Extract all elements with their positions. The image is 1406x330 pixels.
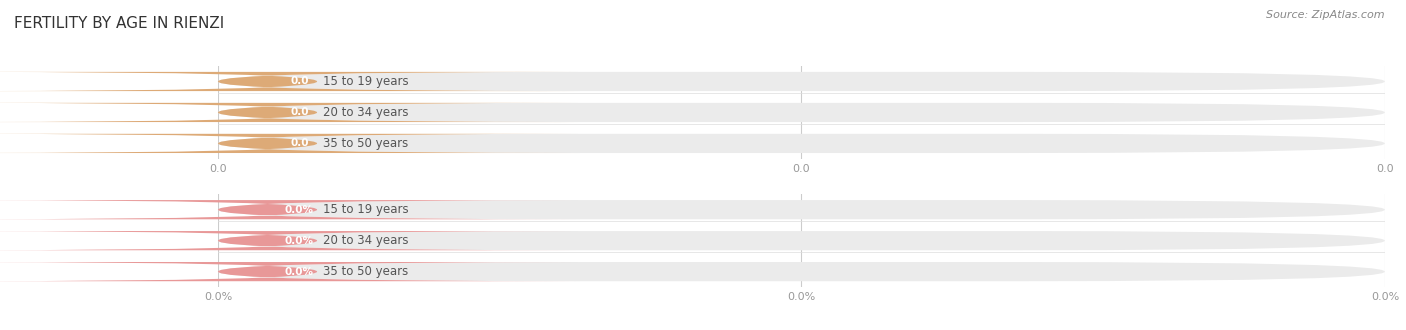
- Text: 15 to 19 years: 15 to 19 years: [323, 203, 409, 216]
- Text: 15 to 19 years: 15 to 19 years: [323, 75, 409, 88]
- FancyBboxPatch shape: [218, 103, 1385, 122]
- Text: FERTILITY BY AGE IN RIENZI: FERTILITY BY AGE IN RIENZI: [14, 16, 225, 31]
- FancyBboxPatch shape: [0, 134, 579, 153]
- FancyBboxPatch shape: [0, 262, 579, 281]
- FancyBboxPatch shape: [218, 262, 1385, 281]
- FancyBboxPatch shape: [218, 231, 1385, 250]
- FancyBboxPatch shape: [0, 72, 579, 91]
- FancyBboxPatch shape: [0, 200, 579, 219]
- FancyBboxPatch shape: [218, 72, 1385, 91]
- Text: Source: ZipAtlas.com: Source: ZipAtlas.com: [1267, 10, 1385, 20]
- Text: 35 to 50 years: 35 to 50 years: [323, 137, 408, 150]
- FancyBboxPatch shape: [0, 103, 579, 122]
- FancyBboxPatch shape: [218, 134, 1385, 153]
- Text: 35 to 50 years: 35 to 50 years: [323, 265, 408, 278]
- Text: 20 to 34 years: 20 to 34 years: [323, 234, 409, 247]
- FancyBboxPatch shape: [218, 200, 1385, 219]
- Text: 20 to 34 years: 20 to 34 years: [323, 106, 409, 119]
- Text: 0.0%: 0.0%: [285, 267, 314, 277]
- Text: 0.0: 0.0: [290, 108, 308, 117]
- Text: 0.0: 0.0: [290, 138, 308, 148]
- Text: 0.0: 0.0: [290, 77, 308, 86]
- FancyBboxPatch shape: [0, 231, 579, 250]
- Text: 0.0%: 0.0%: [285, 205, 314, 215]
- Text: 0.0%: 0.0%: [285, 236, 314, 246]
